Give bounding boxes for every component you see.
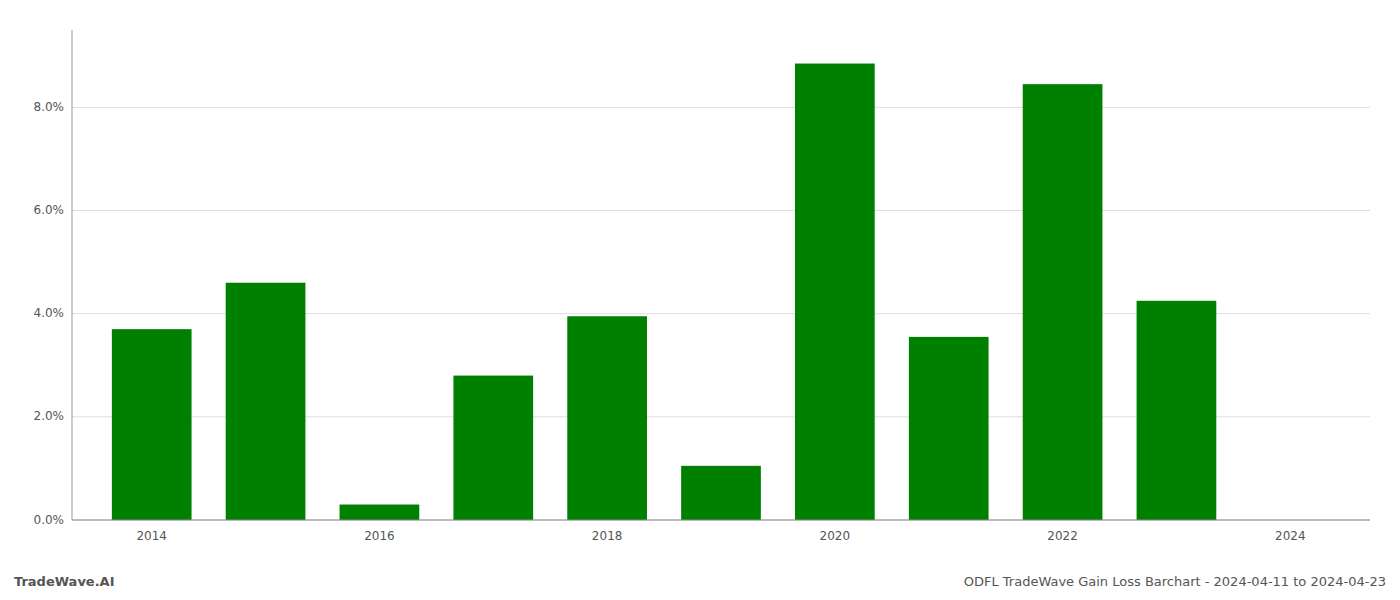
y-tick-label: 0.0% bbox=[34, 513, 65, 527]
x-tick-label: 2022 bbox=[1047, 529, 1078, 543]
bar bbox=[1137, 301, 1217, 520]
bar bbox=[340, 505, 420, 520]
background bbox=[0, 0, 1400, 600]
y-tick-label: 8.0% bbox=[34, 100, 65, 114]
y-tick-labels: 0.0% 2.0% 4.0% 6.0% 8.0% bbox=[34, 100, 65, 527]
y-tick-label: 4.0% bbox=[34, 306, 65, 320]
y-tick-label: 2.0% bbox=[34, 409, 65, 423]
x-tick-label: 2020 bbox=[820, 529, 851, 543]
x-tick-label: 2024 bbox=[1275, 529, 1306, 543]
bar bbox=[453, 376, 533, 520]
bars bbox=[112, 64, 1216, 520]
bar bbox=[1023, 84, 1103, 520]
bar bbox=[681, 466, 761, 520]
grid-line bbox=[72, 210, 1370, 211]
x-tick-labels: 2014 2016 2018 2020 2022 2024 bbox=[136, 529, 1305, 543]
x-tick-label: 2016 bbox=[364, 529, 395, 543]
y-axis-line bbox=[72, 30, 73, 520]
bar bbox=[795, 64, 875, 520]
y-grid bbox=[72, 107, 1370, 520]
bar bbox=[909, 337, 989, 520]
chart-container: 0.0% 2.0% 4.0% 6.0% 8.0% 2014 2016 2018 2020 2022… bbox=[0, 0, 1400, 600]
watermark: TradeWave.AI bbox=[14, 574, 115, 589]
x-axis-line bbox=[72, 520, 1370, 521]
y-tick-label: 6.0% bbox=[34, 203, 65, 217]
title: ODFL TradeWave Gain Loss Barchart - 2024… bbox=[964, 574, 1386, 589]
x-tick-label: 2014 bbox=[136, 529, 167, 543]
bar bbox=[226, 283, 306, 520]
bar bbox=[112, 329, 192, 520]
grid-line bbox=[72, 520, 1370, 521]
bar bbox=[567, 316, 647, 520]
chart-svg: 0.0% 2.0% 4.0% 6.0% 8.0% 2014 2016 2018 2020 2022… bbox=[0, 0, 1400, 600]
grid-line bbox=[72, 107, 1370, 108]
x-tick-label: 2018 bbox=[592, 529, 623, 543]
